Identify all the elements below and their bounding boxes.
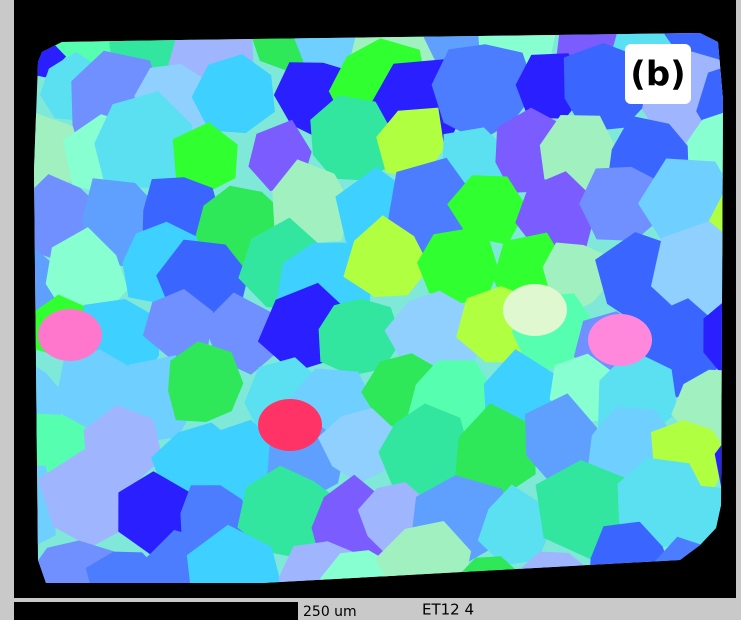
grain xyxy=(503,284,567,336)
scale-bar xyxy=(14,602,298,620)
scale-label: 250 um xyxy=(303,604,357,620)
sample-id: ET12 4 xyxy=(422,601,474,619)
grain xyxy=(588,314,652,366)
panel-label: (b) xyxy=(630,55,685,95)
ebsd-map-figure: (b) 250 um ET12 4 xyxy=(0,0,741,620)
grain xyxy=(38,309,102,361)
ebsd-map: (b) 250 um ET12 4 xyxy=(0,0,741,620)
grain xyxy=(258,399,322,451)
